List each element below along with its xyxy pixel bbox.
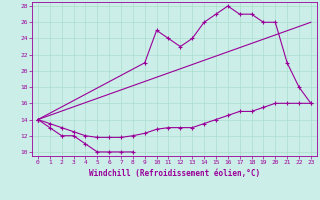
X-axis label: Windchill (Refroidissement éolien,°C): Windchill (Refroidissement éolien,°C) xyxy=(89,169,260,178)
